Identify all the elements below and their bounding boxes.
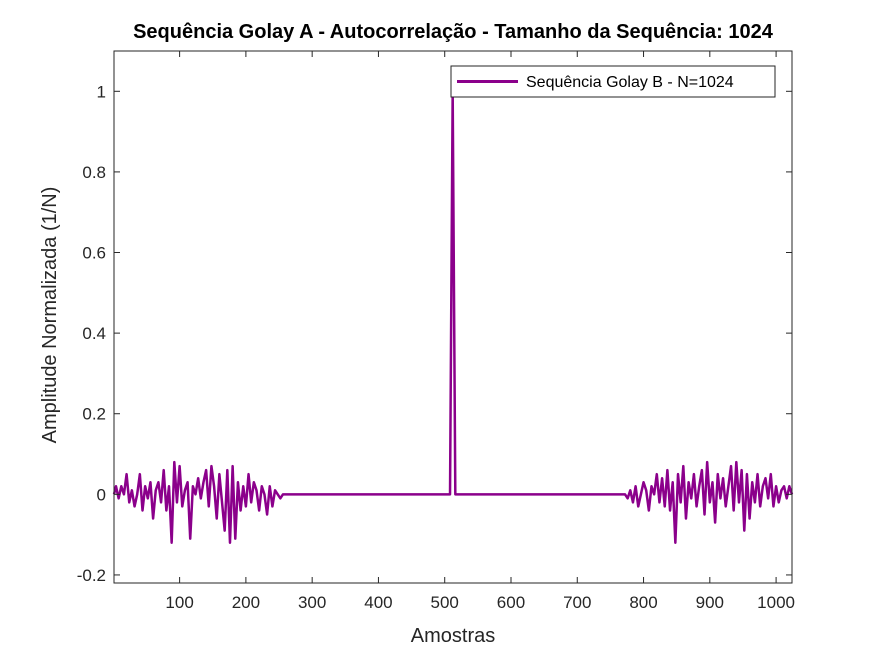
- x-axis: 100 200 300 400 500 600 700 800 900 1000: [165, 51, 795, 612]
- x-tick-label: 100: [165, 593, 193, 612]
- x-tick-label: 400: [364, 593, 392, 612]
- legend: Sequência Golay B - N=1024: [450, 65, 776, 98]
- x-tick-label: 900: [696, 593, 724, 612]
- chart-title: Sequência Golay A - Autocorrelação - Tam…: [133, 21, 774, 43]
- x-axis-label: Amostras: [411, 625, 495, 647]
- x-tick-label: 800: [629, 593, 657, 612]
- x-tick-label: 300: [298, 593, 326, 612]
- x-tick-label: 500: [431, 593, 459, 612]
- y-tick-label: 1: [97, 82, 106, 101]
- x-tick-label: 600: [497, 593, 525, 612]
- y-tick-label: 0.8: [82, 163, 106, 182]
- x-tick-label: 700: [563, 593, 591, 612]
- x-tick-label: 1000: [757, 593, 795, 612]
- y-tick-label: -0.2: [77, 566, 106, 585]
- y-axis-label: Amplitude Normalizada (1/N): [39, 187, 61, 444]
- y-tick-label: 0.6: [82, 244, 106, 263]
- legend-entry-label: Sequência Golay B - N=1024: [526, 74, 734, 91]
- axes-frame: [113, 50, 793, 584]
- y-tick-label: 0.2: [82, 405, 106, 424]
- y-tick-label: 0: [97, 485, 106, 504]
- x-tick-label: 200: [232, 593, 260, 612]
- y-tick-label: 0.4: [82, 324, 106, 343]
- y-axis: -0.2 0 0.2 0.4 0.6 0.8 1: [77, 82, 792, 585]
